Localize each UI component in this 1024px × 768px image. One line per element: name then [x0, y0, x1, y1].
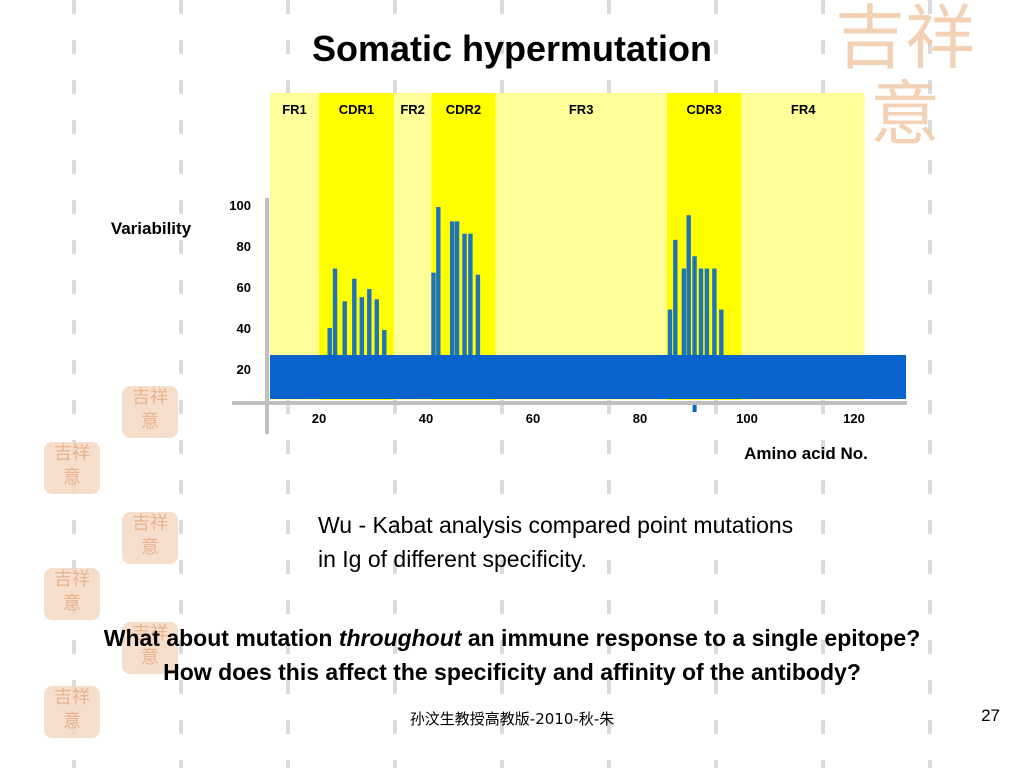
y-tick-label-20: 20 [237, 362, 251, 377]
caption-text: Wu - Kabat analysis compared point mutat… [318, 512, 794, 572]
bar-19 [686, 215, 691, 355]
slide-title: Somatic hypermutation [311, 28, 713, 69]
region-label-cdr3: CDR3 [686, 102, 721, 117]
watermark-seal: 吉祥意 [44, 686, 100, 738]
bar-14 [468, 233, 473, 355]
question-emphasis: throughout [338, 625, 462, 651]
region-band-fr3 [495, 93, 667, 400]
bar-15 [475, 274, 481, 355]
bar-18 [681, 268, 687, 355]
footer-text: 孙汶生教授高教版-2010-秋-朱 [409, 710, 615, 728]
bar-20 [692, 256, 697, 355]
bar-9 [431, 272, 436, 355]
page-number: 27 [981, 706, 1000, 725]
baseline-band [270, 355, 906, 399]
question-line-1-start: What about mutation [103, 625, 339, 651]
bar-5 [359, 297, 364, 355]
bar-13 [462, 233, 467, 355]
y-tick-label-80: 80 [237, 239, 251, 254]
bar-10 [436, 207, 441, 355]
x-tick-label-100: 100 [736, 411, 758, 426]
y-axis-title: Variability [111, 219, 192, 238]
region-band-cdr3 [666, 93, 742, 400]
region-label-fr4: FR4 [791, 102, 816, 117]
watermark-seal: 吉祥意 [122, 386, 178, 438]
watermark-seal: 吉祥意 [122, 512, 178, 564]
y-tick-label-40: 40 [237, 321, 251, 336]
bar-7 [374, 299, 379, 355]
bar-21 [698, 268, 704, 355]
question-line-2: How does this affect the specificity and… [163, 659, 861, 685]
x-axis-title: Amino acid No. [744, 444, 868, 463]
bar-2 [332, 268, 338, 355]
question-line-1: What about mutation throughout an immune… [0, 625, 1024, 652]
bar-1 [327, 328, 332, 355]
bar-24 [719, 309, 724, 355]
region-label-fr3: FR3 [569, 102, 594, 117]
bar-11 [450, 221, 455, 355]
watermark-seal-large: 吉祥意 [835, 0, 975, 155]
bar-8 [382, 330, 387, 355]
bar-16 [667, 309, 673, 355]
region-band-fr2 [393, 93, 432, 400]
region-label-cdr2: CDR2 [446, 102, 481, 117]
region-label-cdr1: CDR1 [339, 102, 374, 117]
question-line-1-end: an immune response to a single epitope? [461, 625, 921, 651]
bar-4 [352, 278, 357, 355]
bar-12 [454, 221, 460, 355]
watermark-seal: 吉祥意 [44, 568, 100, 620]
region-label-fr2: FR2 [400, 102, 425, 117]
bar-23 [712, 268, 717, 355]
region-label-fr1: FR1 [282, 102, 307, 117]
x-tick-label-60: 60 [526, 411, 540, 426]
bar-6 [367, 289, 372, 355]
bar-22 [704, 268, 710, 355]
x-axis-line [232, 401, 907, 405]
bar-3 [342, 301, 347, 355]
y-tick-label-60: 60 [237, 280, 251, 295]
y-tick-label-100: 100 [229, 198, 251, 213]
region-band-fr4 [741, 93, 865, 400]
bar-17 [673, 239, 678, 355]
x-tick-label-120: 120 [843, 411, 865, 426]
x-tick-label-80: 80 [633, 411, 647, 426]
x-tick-label-20: 20 [312, 411, 326, 426]
annotation-tick [692, 401, 697, 412]
y-axis-line [265, 198, 269, 434]
x-tick-label-40: 40 [419, 411, 433, 426]
watermark-seal: 吉祥意 [44, 442, 100, 494]
watermark-seal: 吉祥意 [122, 622, 178, 674]
region-band-fr1 [270, 93, 319, 400]
